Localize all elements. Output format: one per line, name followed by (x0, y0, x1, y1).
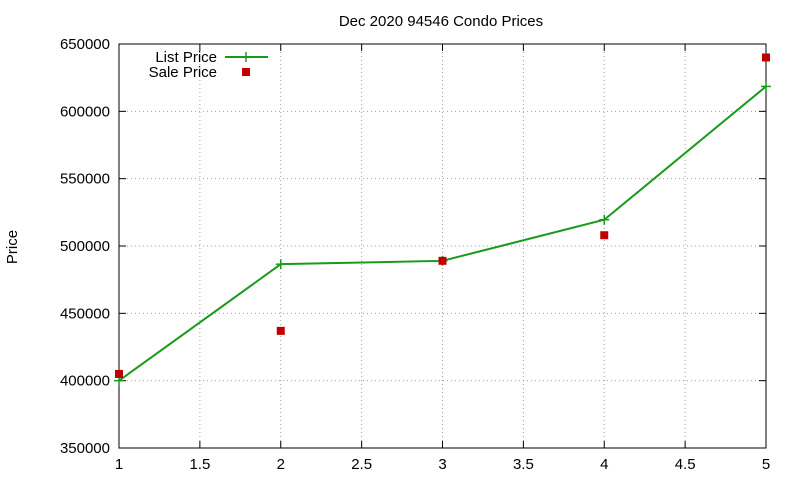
list-price-point (275, 259, 286, 270)
x-tick-label: 4.5 (675, 456, 696, 473)
sale-price-point (115, 369, 123, 378)
y-tick-label: 350000 (60, 440, 110, 457)
list-price-point (761, 81, 771, 92)
x-tick-label: 2 (277, 456, 285, 473)
series-sale-price (115, 53, 770, 378)
x-tick-label: 1.5 (189, 456, 210, 473)
x-tick-label: 1 (115, 456, 123, 473)
y-tick-label: 650000 (60, 36, 110, 53)
x-tick-label: 5 (762, 456, 770, 473)
ticks: 1 1.5 2 2.5 3 3.5 4 4.5 5 350000 400000 450000 50000… (60, 36, 770, 473)
x-tick-label: 3.5 (513, 456, 534, 473)
y-tick-label: 400000 (60, 373, 110, 390)
grid (119, 44, 766, 448)
y-tick-label: 600000 (60, 103, 110, 120)
y-tick-label: 500000 (60, 238, 110, 255)
y-axis-label: Price (4, 230, 21, 264)
x-tick-label: 2.5 (351, 456, 372, 473)
sale-price-point (762, 53, 770, 62)
sale-price-point (276, 326, 285, 335)
sale-price-point (438, 256, 447, 265)
legend-label: List Price (155, 49, 217, 66)
legend-square-swatch (242, 68, 250, 76)
sale-price-point (600, 231, 609, 240)
series-layer (114, 53, 771, 386)
legend-label: Sale Price (149, 64, 217, 81)
y-tick-label: 450000 (60, 305, 110, 322)
y-tick-label: 550000 (60, 171, 110, 188)
legend-plus-swatch (241, 52, 251, 62)
x-tick-label: 3 (438, 456, 446, 473)
list-price-point (599, 214, 610, 225)
chart-title: Dec 2020 94546 Condo Prices (339, 13, 543, 30)
x-tick-label: 4 (600, 456, 608, 473)
